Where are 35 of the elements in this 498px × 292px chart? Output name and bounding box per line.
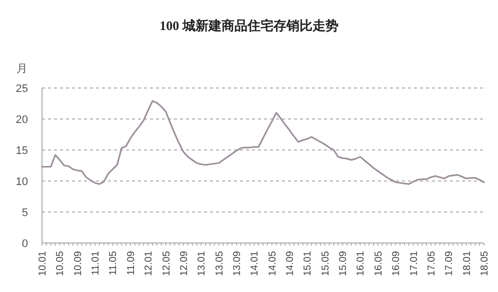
x-tick-label: 18.05: [480, 250, 490, 276]
line-series: [41, 100, 485, 185]
x-tick-label: 12.01: [144, 250, 155, 276]
y-tick-label: 10: [16, 176, 28, 188]
x-tick-label: 11.09: [126, 250, 137, 276]
x-tick-label: 14.01: [250, 250, 261, 276]
x-tick-label: 17.09: [444, 250, 456, 276]
x-tick-label: 15.09: [338, 250, 350, 276]
y-axis-title: 月: [16, 63, 28, 75]
x-tick-label: 15.01: [302, 250, 314, 276]
x-tick-label: 10.05: [55, 250, 66, 276]
x-tick-label: 17.05: [426, 250, 438, 276]
x-tick-label: 17.01: [408, 250, 420, 276]
y-tick-label: 0: [22, 238, 28, 250]
chart-title: 100 城新建商品住宅存销比走势: [160, 18, 338, 33]
y-tick-label: 25: [16, 83, 28, 95]
x-tick-label: 13.05: [214, 250, 226, 276]
x-tick-label: 16.05: [373, 250, 384, 276]
x-tick-label: 18.01: [462, 250, 473, 276]
x-tick-label: 14.05: [267, 250, 278, 276]
x-tick-label: 16.09: [391, 250, 402, 276]
x-tick-label: 10.09: [72, 250, 84, 276]
x-tick-label: 12.05: [161, 250, 172, 276]
x-tick-label: 15.05: [320, 250, 332, 276]
x-tick-label: 11.01: [90, 250, 102, 276]
x-tick-label: 13.09: [232, 250, 243, 276]
x-tick-label: 14.09: [285, 250, 296, 276]
x-tick-label: 12.09: [178, 250, 190, 276]
y-tick-label: 20: [16, 114, 28, 126]
y-tick-label: 15: [16, 145, 28, 157]
y-tick-label: 5: [22, 207, 28, 219]
x-tick-label: 13.01: [196, 250, 208, 276]
x-tick-label: 10.01: [38, 250, 48, 276]
x-tick-label: 16.01: [356, 250, 367, 276]
x-tick-label: 11.05: [108, 250, 120, 276]
